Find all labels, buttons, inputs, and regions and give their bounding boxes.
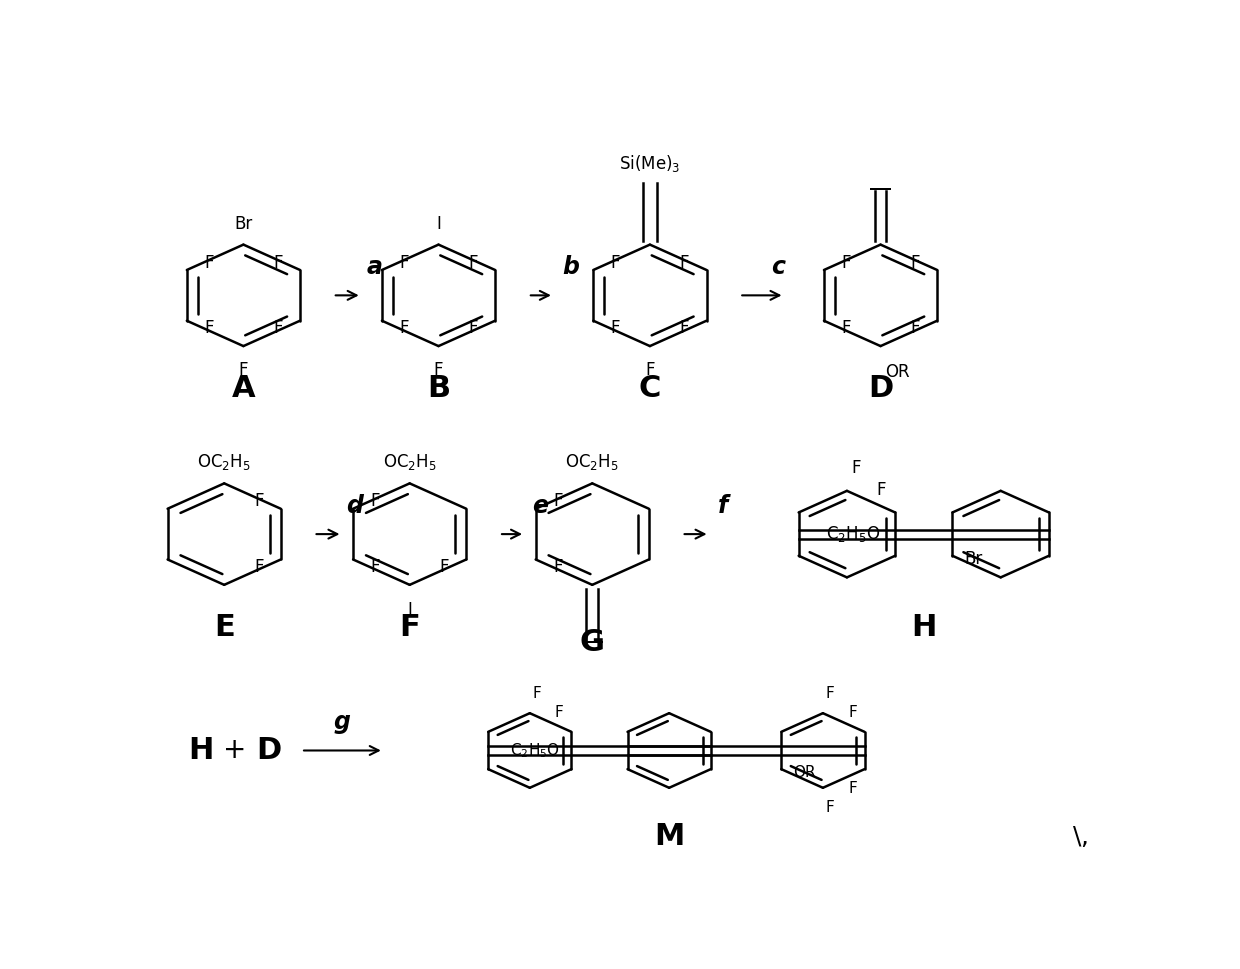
Text: F: F (533, 686, 542, 702)
Text: F: F (680, 319, 689, 337)
Text: F: F (371, 492, 379, 511)
Text: F: F (826, 799, 835, 815)
Text: Si(Me)$_3$: Si(Me)$_3$ (619, 153, 681, 173)
Text: F: F (399, 612, 420, 641)
Text: F: F (434, 361, 443, 379)
Text: G: G (580, 628, 605, 657)
Text: F: F (399, 319, 409, 337)
Text: +: + (223, 736, 247, 765)
Text: F: F (273, 254, 283, 271)
Text: F: F (254, 558, 263, 576)
Text: F: F (910, 254, 920, 271)
Text: a: a (366, 255, 382, 279)
Text: OR: OR (792, 766, 816, 780)
Text: b: b (563, 255, 579, 279)
Text: F: F (680, 254, 689, 271)
Text: F: F (826, 686, 835, 702)
Text: F: F (469, 254, 477, 271)
Text: F: F (841, 319, 851, 337)
Text: H: H (911, 612, 936, 641)
Text: F: F (254, 492, 263, 511)
Text: $\backslash$,: $\backslash$, (1073, 824, 1089, 849)
Text: F: F (841, 254, 851, 271)
Text: Br: Br (963, 550, 982, 569)
Text: OC$_2$H$_5$: OC$_2$H$_5$ (565, 453, 619, 473)
Text: F: F (848, 704, 857, 720)
Text: I: I (407, 601, 412, 619)
Text: F: F (610, 254, 620, 271)
Text: F: F (371, 558, 379, 576)
Text: M: M (653, 822, 684, 851)
Text: F: F (553, 558, 563, 576)
Text: OC$_2$H$_5$: OC$_2$H$_5$ (383, 453, 436, 473)
Text: F: F (610, 319, 620, 337)
Text: A: A (232, 374, 255, 403)
Text: D: D (255, 736, 281, 765)
Text: F: F (553, 492, 563, 511)
Text: F: F (469, 319, 477, 337)
Text: f: f (718, 494, 728, 517)
Text: F: F (848, 781, 857, 797)
Text: D: D (868, 374, 893, 403)
Text: F: F (205, 254, 213, 271)
Text: C: C (639, 374, 661, 403)
Text: Br: Br (234, 215, 253, 233)
Text: H: H (188, 736, 213, 765)
Text: F: F (439, 558, 449, 576)
Text: F: F (205, 319, 213, 337)
Text: F: F (399, 254, 409, 271)
Text: I: I (436, 215, 441, 233)
Text: g: g (334, 710, 351, 735)
Text: F: F (910, 319, 920, 337)
Text: c: c (771, 255, 785, 279)
Text: E: E (213, 612, 234, 641)
Text: d: d (346, 494, 363, 517)
Text: F: F (877, 481, 885, 499)
Text: B: B (427, 374, 450, 403)
Text: OR: OR (885, 362, 910, 381)
Text: C$_2$H$_5$O: C$_2$H$_5$O (510, 741, 560, 760)
Text: C$_2$H$_5$O: C$_2$H$_5$O (826, 524, 880, 545)
Text: OC$_2$H$_5$: OC$_2$H$_5$ (197, 453, 250, 473)
Text: F: F (273, 319, 283, 337)
Text: F: F (852, 459, 862, 478)
Text: F: F (238, 361, 248, 379)
Text: F: F (556, 704, 564, 720)
Text: F: F (645, 361, 655, 379)
Text: e: e (532, 494, 548, 517)
